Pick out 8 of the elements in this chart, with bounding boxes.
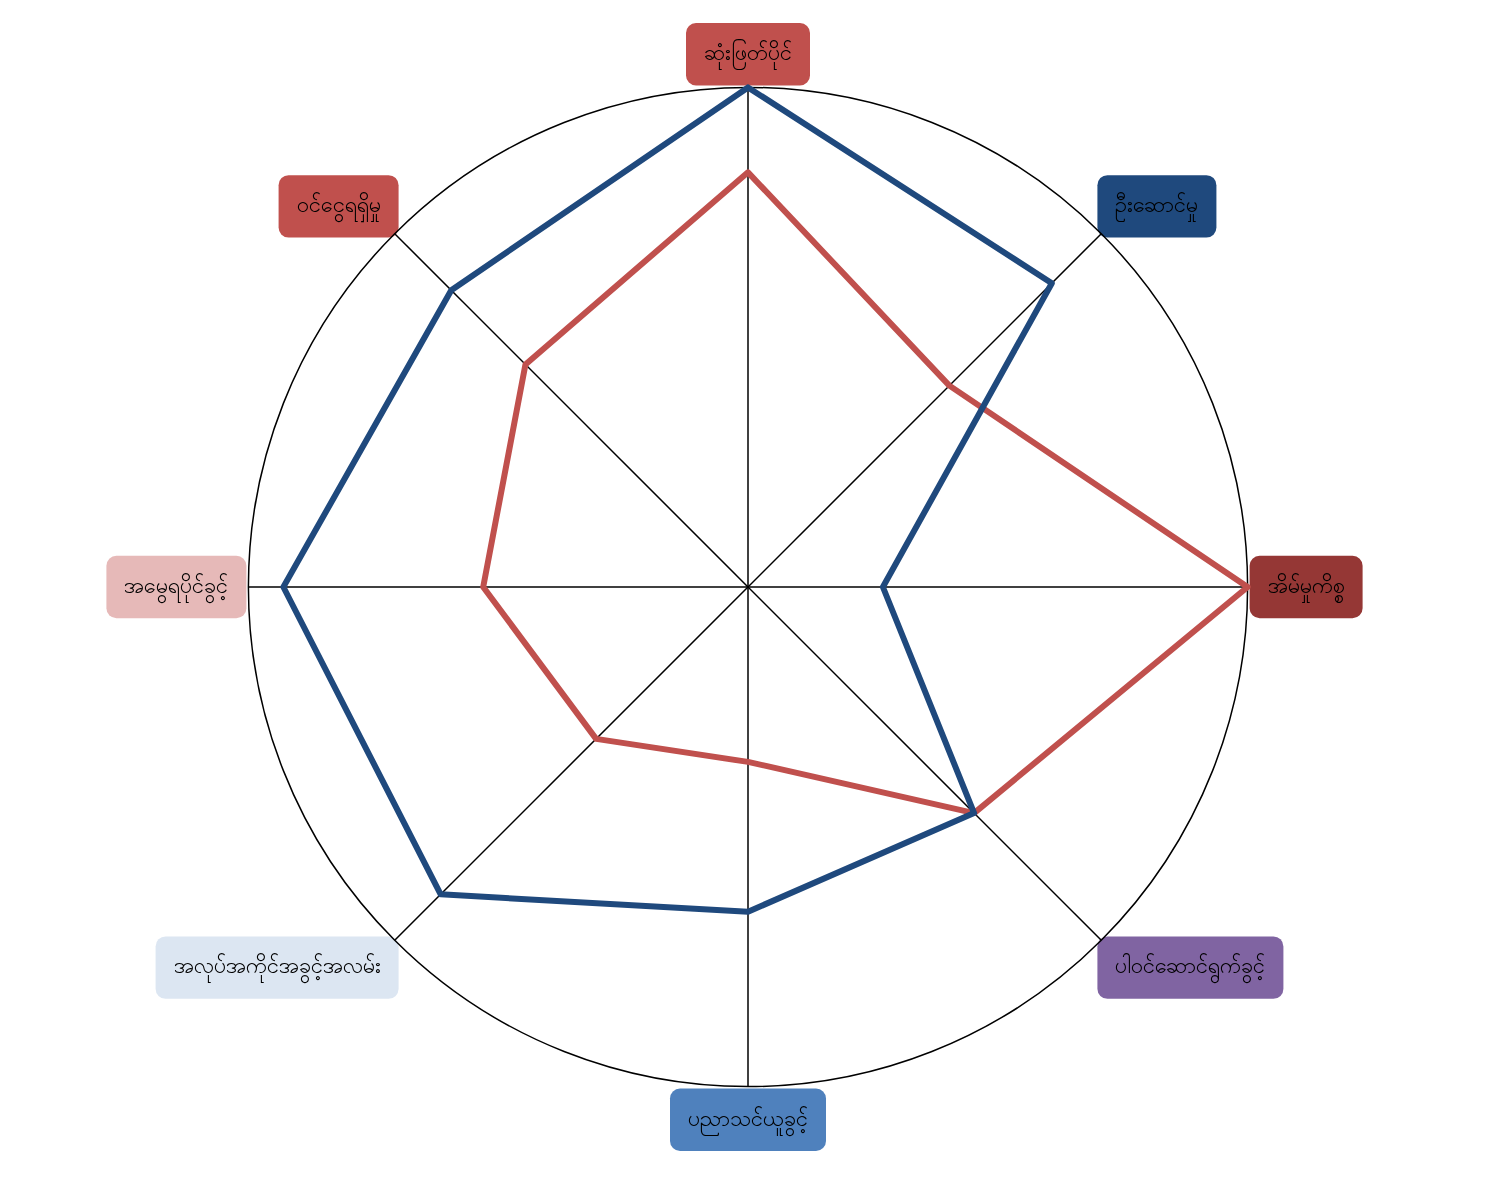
spoke-label: ဆုံးဖြတ်ပိုင် [704, 38, 792, 70]
spoke-label: ဦးဆောင်မှု [1115, 192, 1199, 223]
spoke-label: အလုပ်အကိုင်အခွင့်အလမ်း [173, 953, 381, 985]
spoke-label: ဝင်ငွေရရှိမှု [296, 192, 381, 224]
spoke-label: အိမ်မှုကိစ္စ [1267, 572, 1345, 603]
spoke-label: အမွေရပိုင်ခွင့် [124, 572, 229, 604]
spoke-label: ပညာသင်ယူခွင့် [688, 1105, 808, 1137]
spoke-label: ပါဝင်ဆောင်ရွက်ခွင့် [1115, 953, 1266, 985]
